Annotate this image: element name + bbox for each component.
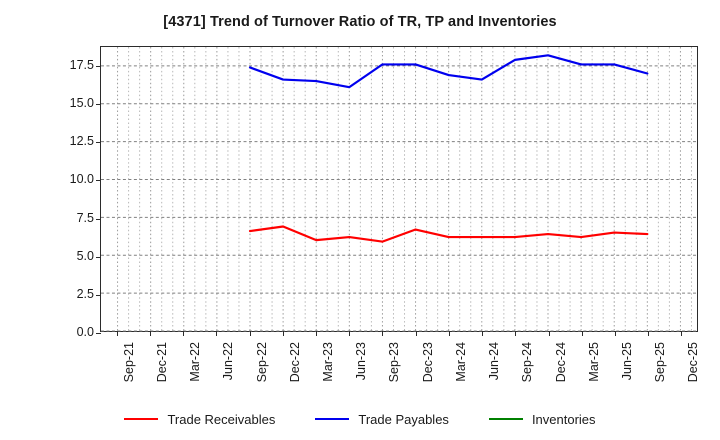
- y-tick-label: 5.0: [76, 248, 94, 263]
- x-tick-mark: [681, 331, 683, 336]
- data-series-lines: [248, 54, 649, 243]
- x-tick-label: Jun-25: [619, 342, 634, 381]
- x-tick-label: Sep-22: [254, 342, 269, 383]
- legend-item[interactable]: Inventories: [488, 411, 596, 427]
- legend-item-label: Inventories: [531, 411, 596, 427]
- legend-item[interactable]: Trade Payables: [315, 412, 449, 427]
- y-tick-label: 15.0: [69, 96, 94, 111]
- y-axis-tick-labels: 0.0 2.5 5.0 7.5 10.0 12.5 15.0 17.5: [38, 46, 94, 339]
- legend-color-swatch: [124, 417, 159, 421]
- x-tick-mark: [482, 331, 484, 336]
- y-tick-label: 12.5: [69, 134, 94, 149]
- x-tick-label: Jun-23: [354, 342, 369, 381]
- x-tick-label: Dec-24: [553, 342, 568, 383]
- x-tick-label: Mar-23: [320, 342, 335, 382]
- x-axis-tick-labels: Sep-21 Dec-21 Mar-22 Jun-22 Sep-22 Dec-22 Mar-…: [100, 331, 701, 406]
- x-tick-mark: [382, 331, 384, 336]
- x-tick-mark: [116, 331, 118, 336]
- legend-item[interactable]: Trade Receivables: [124, 412, 275, 427]
- x-tick-label: Dec-25: [686, 342, 701, 383]
- x-tick-mark: [249, 331, 251, 336]
- y-tick-mark: [96, 142, 101, 144]
- x-tick-label: Mar-24: [453, 342, 468, 382]
- y-tick-mark: [96, 104, 101, 106]
- y-tick-label: 10.0: [69, 172, 94, 187]
- x-tick-mark: [216, 331, 218, 336]
- legend-color-swatch: [488, 417, 523, 421]
- y-tick-mark: [96, 333, 101, 334]
- grid-lines: [101, 47, 697, 332]
- x-tick-mark: [614, 331, 616, 336]
- y-tick-label: 7.5: [76, 210, 94, 225]
- x-tick-label: Jun-24: [487, 342, 502, 381]
- x-tick-label: Sep-25: [653, 342, 668, 383]
- x-tick-mark: [149, 331, 151, 336]
- x-tick-mark: [415, 331, 417, 336]
- x-tick-mark: [315, 331, 317, 336]
- x-tick-mark: [448, 331, 450, 336]
- y-tick-mark: [96, 218, 101, 220]
- x-tick-mark: [548, 331, 550, 336]
- x-tick-mark: [648, 331, 650, 336]
- x-tick-label: Sep-21: [121, 342, 136, 383]
- x-tick-label: Sep-24: [520, 342, 535, 383]
- y-tick-mark: [96, 66, 101, 68]
- page-title: [4371] Trend of Turnover Ratio of TR, TP…: [163, 14, 557, 30]
- y-tick-label: 17.5: [69, 58, 94, 73]
- legend-color-swatch: [315, 417, 350, 421]
- x-tick-mark: [581, 331, 583, 336]
- y-tick-mark: [96, 256, 101, 258]
- x-tick-label: Dec-22: [287, 342, 302, 383]
- legend-item-label: Trade Receivables: [167, 411, 276, 427]
- x-tick-mark: [515, 331, 517, 336]
- y-tick-label: 2.5: [76, 286, 94, 301]
- x-tick-mark: [282, 331, 284, 336]
- legend-item-label: Trade Payables: [358, 411, 449, 427]
- x-tick-mark: [349, 331, 351, 336]
- x-tick-label: Sep-23: [387, 342, 402, 383]
- y-tick-label: 0.0: [76, 325, 94, 339]
- x-tick-label: Mar-22: [188, 342, 203, 382]
- x-tick-label: Dec-21: [154, 342, 169, 383]
- chart-legend: Trade Receivables Trade Payables Inventori…: [0, 406, 720, 432]
- x-tick-label: Mar-25: [586, 342, 601, 382]
- x-tick-mark: [183, 331, 185, 336]
- x-tick-label: Jun-22: [221, 342, 236, 381]
- y-tick-mark: [96, 180, 101, 182]
- plot-area: [96, 46, 698, 334]
- y-tick-mark: [96, 294, 101, 296]
- x-tick-label: Dec-23: [420, 342, 435, 383]
